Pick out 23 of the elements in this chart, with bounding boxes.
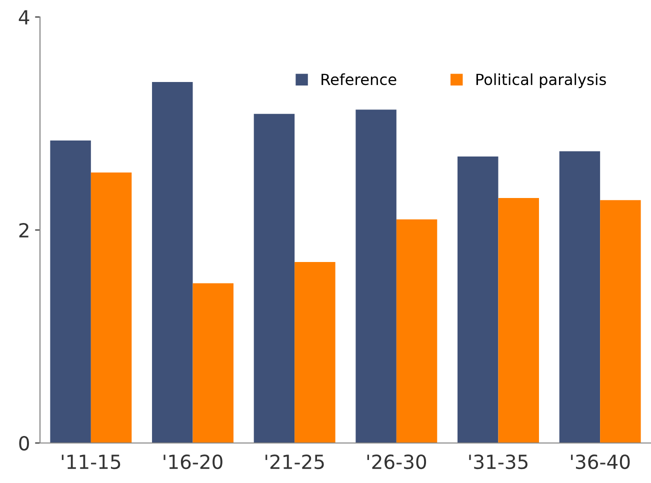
x-tick-label: '16-20: [164, 454, 222, 470]
bar: [600, 200, 641, 443]
y-tick-label: 0: [19, 436, 29, 451]
bar: [152, 82, 193, 443]
bar: [396, 219, 438, 443]
legend-label: Political paralysis: [476, 73, 606, 88]
x-tick-label: '26-30: [367, 454, 426, 470]
bar: [192, 283, 234, 443]
x-tick-label: '11-15: [62, 454, 120, 470]
bar: [50, 140, 91, 443]
y-tick-label: 2: [19, 222, 28, 238]
bar: [498, 198, 539, 443]
x-tick-label: '21-25: [266, 454, 324, 470]
legend-label: Reference: [322, 73, 396, 86]
x-tick-label: '36-40: [571, 454, 630, 470]
bar: [559, 151, 600, 443]
bar: [458, 156, 498, 443]
bar: [356, 110, 396, 443]
bar: [294, 262, 336, 443]
bar: [90, 172, 132, 443]
bar: [254, 114, 295, 443]
y-tick-label: 4: [18, 10, 30, 24]
x-tick-label: '31-35: [469, 454, 528, 470]
